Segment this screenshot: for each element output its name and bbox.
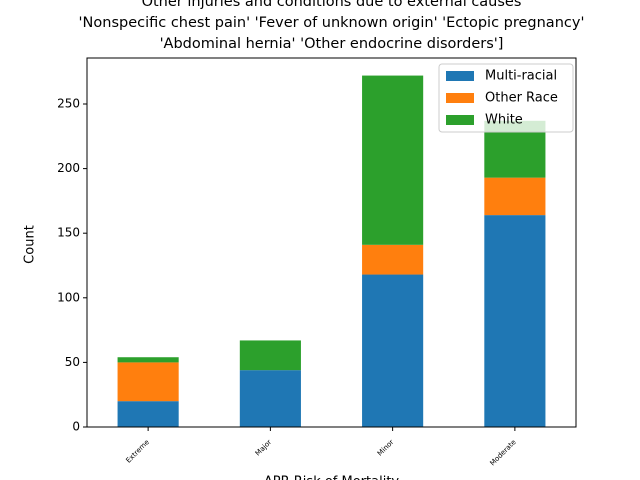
bar-segment (484, 215, 546, 427)
x-tick-label: Major (254, 438, 273, 457)
plot-frame (86, 57, 577, 428)
x-axis-label: APR Risk of Mortality (264, 475, 400, 480)
legend-swatch (446, 71, 474, 81)
title-line: 'Abdominal hernia' 'Other endocrine diso… (160, 36, 504, 52)
y-tick-label: 0 (72, 420, 80, 434)
bar-segment (117, 401, 179, 427)
x-tick-label: Minor (376, 438, 396, 458)
legend-label: Other Race (485, 91, 558, 106)
bar-segment (484, 177, 546, 216)
y-axis-label: Count (23, 225, 38, 264)
title-line: Other injuries and conditions due to ext… (142, 0, 522, 10)
bar-segment (362, 244, 424, 275)
bar-segment (117, 357, 179, 363)
legend-swatch (446, 93, 474, 103)
bar-segment (239, 340, 301, 371)
y-tick-label: 100 (57, 290, 80, 304)
legend-label: Multi-racial (485, 69, 557, 84)
legend-swatch (446, 115, 474, 125)
bar-segment (362, 75, 424, 245)
legend-label: White (485, 113, 523, 128)
x-tick-label: Moderate (489, 438, 518, 467)
bar-segment (239, 370, 301, 427)
bar-segment (362, 274, 424, 427)
y-tick-label: 250 (57, 96, 80, 110)
y-tick-label: 50 (65, 355, 80, 369)
legend: Multi-racial Other Race White (438, 63, 574, 133)
x-tick-label: Extreme (124, 438, 150, 464)
y-tick-label: 150 (57, 226, 80, 240)
bar-segment (117, 362, 179, 402)
y-tick-label: 200 (57, 161, 80, 175)
title-line: 'Nonspecific chest pain' 'Fever of unkno… (79, 15, 585, 31)
